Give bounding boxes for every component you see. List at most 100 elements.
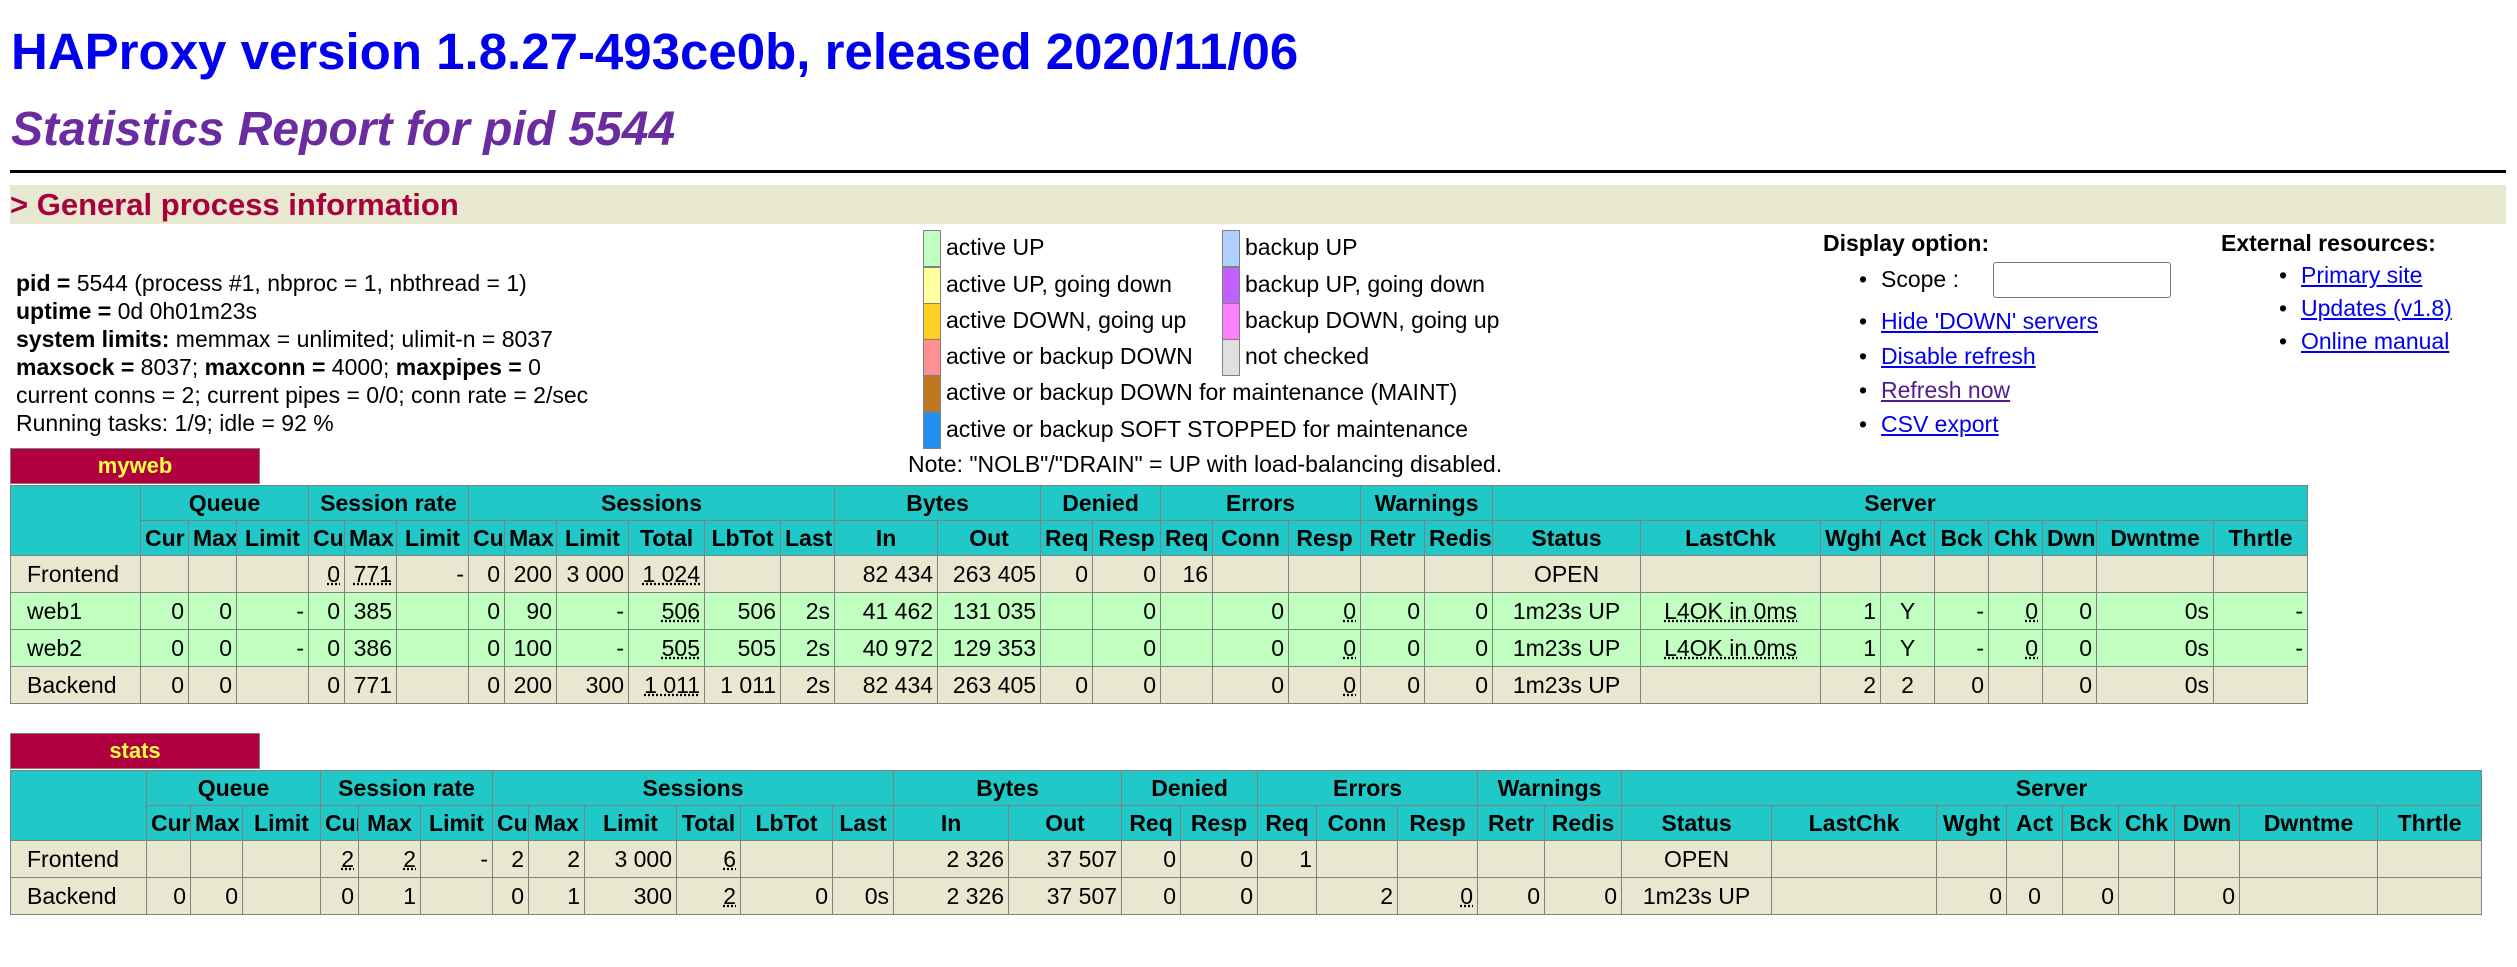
cell-rate-limit [395,629,470,667]
cell-chk[interactable]: 0 [1988,592,2044,630]
cell-denied-req: 0 [1040,666,1094,704]
column-header-act: Act [1880,520,1936,556]
cell-err-resp[interactable]: 0 [1397,877,1479,915]
cell-rate-max[interactable]: 2 [358,840,421,878]
cell-warn-redis: 0 [1424,592,1494,630]
disable-refresh-link[interactable]: Disable refresh [1881,343,2036,369]
cell-rate-cur[interactable]: 2 [320,840,359,878]
cell-rate-max[interactable]: 771 [344,555,397,593]
legend-label: backup UP, going down [1245,271,1485,297]
cell-sess-total[interactable]: 1 011 [628,666,706,704]
cell-dwntme [2096,555,2215,593]
cell-warn-redis [1424,555,1494,593]
cell-queue-cur [140,555,189,593]
maxconn-label: maxconn = [204,354,326,380]
proxy-name-myweb[interactable]: myweb [10,448,260,484]
refresh-now-link[interactable]: Refresh now [1881,377,2011,403]
cell-sess-total[interactable]: 2 [676,877,742,915]
row-name[interactable]: web1 [10,592,141,630]
column-header-sess-last: Last [832,805,895,841]
column-header-queue-max: Max [188,520,237,556]
cell-warn-redis: 0 [1424,629,1494,667]
row-name[interactable]: web2 [10,629,141,667]
cell-dwntme [2239,840,2379,878]
cell-err-resp [1288,555,1362,593]
group-header-session-rate: Session rate [307,485,470,521]
group-header-session-rate: Session rate [319,770,494,806]
column-header-rate-max: Max [344,520,397,556]
column-header-bytes-in: In [834,520,939,556]
online-manual-link[interactable]: Online manual [2301,328,2450,354]
cell-sess-total[interactable]: 1 024 [628,555,706,593]
header-corner [10,770,147,841]
cell-err-resp[interactable]: 0 [1288,629,1362,667]
cell-rate-cur: 0 [308,666,345,704]
cell-bytes-in: 82 434 [834,666,939,704]
cell-sess-total[interactable]: 506 [628,592,706,630]
cell-sess-total[interactable]: 505 [628,629,706,667]
updates-link[interactable]: Updates (v1.8) [2301,295,2452,321]
cell-sess-last [832,840,895,878]
column-header-dwntme: Dwntme [2096,520,2215,556]
cell-chk[interactable]: 0 [1988,629,2044,667]
column-header-bck: Bck [1934,520,1990,556]
cell-queue-cur: 0 [146,877,191,915]
cell-denied-req [1040,629,1094,667]
cell-lastchk[interactable]: L4OK in 0ms [1640,629,1822,667]
table-row-backend: Backend 0 0 0 1 0 1 300 2 0 0s 2 326 37 507 0 0 2 0 0 0 1m2… [10,877,2483,915]
stats-table-myweb: Queue Session rate Sessions Bytes Denied Erro… [10,485,2309,704]
pid-label: pid = [16,270,71,296]
cell-bck: 0 [2062,877,2120,915]
csv-export-link[interactable]: CSV export [1881,411,1999,437]
cell-dwn: 0 [2042,592,2098,630]
cell-sess-cur: 0 [468,555,506,593]
cell-sess-cur: 2 [492,840,530,878]
cell-wght: 1 [1820,629,1882,667]
legend-swatch [923,230,941,267]
proxy-name-stats[interactable]: stats [10,733,260,769]
cell-sess-lbtot: 506 [704,592,782,630]
scope-input[interactable] [1993,262,2171,298]
column-header-queue-max: Max [190,805,243,841]
cell-thrtle: - [2213,592,2309,630]
cell-rate-cur[interactable]: 0 [308,555,345,593]
column-header-lastchk: LastChk [1640,520,1822,556]
column-header-sess-max: Max [504,520,558,556]
cell-sess-cur: 0 [468,592,506,630]
cell-rate-max: 1 [358,877,421,915]
column-header-bytes-out: Out [1008,805,1123,841]
cell-sess-total[interactable]: 6 [676,840,742,878]
hide-down-link[interactable]: Hide 'DOWN' servers [1881,308,2099,334]
cell-bytes-in: 41 462 [834,592,939,630]
cell-queue-cur: 0 [140,666,189,704]
cell-warn-redis: 0 [1424,666,1494,704]
cell-queue-limit [242,840,321,878]
process-info: pid = 5544 (process #1, nbproc = 1, nbth… [16,269,588,437]
cell-bytes-in: 2 326 [893,840,1010,878]
cell-thrtle [2213,555,2309,593]
hide-down-item: Hide 'DOWN' servers [1859,308,2099,335]
cell-queue-limit [236,666,309,704]
column-header-act: Act [2006,805,2064,841]
column-header-warn-redis: Redis [1544,805,1623,841]
cell-rate-max: 385 [344,592,397,630]
cell-lastchk [1771,840,1938,878]
cell-lastchk[interactable]: L4OK in 0ms [1640,592,1822,630]
group-header-sessions: Sessions [492,770,895,806]
manual-item: Online manual [2279,328,2450,355]
current-conns: current conns = 2; current pipes = 0/0; … [16,382,589,408]
cell-sess-lbtot [704,555,782,593]
cell-err-resp[interactable]: 0 [1288,666,1362,704]
group-header-warnings: Warnings [1360,485,1494,521]
cell-denied-resp: 0 [1180,840,1259,878]
cell-err-req [1160,592,1214,630]
legend-swatch [1222,339,1240,376]
cell-err-conn [1316,840,1399,878]
column-header-bytes-in: In [893,805,1010,841]
primary-site-link[interactable]: Primary site [2301,262,2423,288]
maxpipes-label: maxpipes = [395,354,522,380]
cell-err-resp[interactable]: 0 [1288,592,1362,630]
cell-rate-limit [419,877,494,915]
legend-swatch [1222,230,1240,267]
cell-err-conn [1212,555,1290,593]
